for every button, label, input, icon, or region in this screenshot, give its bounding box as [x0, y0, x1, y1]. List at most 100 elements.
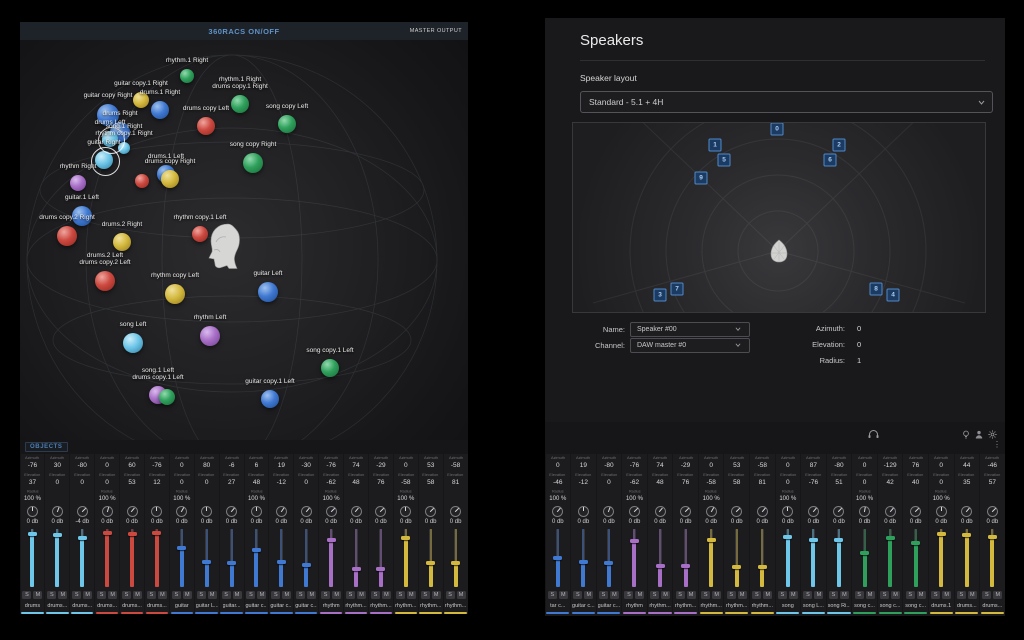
gain-knob[interactable]: [552, 505, 564, 517]
solo-button[interactable]: S: [246, 591, 256, 599]
speaker-marker[interactable]: 0: [770, 123, 784, 136]
gain-knob[interactable]: [300, 505, 312, 517]
audio-object-ball[interactable]: [97, 104, 119, 126]
fader-handle[interactable]: [860, 551, 870, 555]
mute-button[interactable]: M: [406, 591, 416, 599]
gain-knob[interactable]: [756, 505, 768, 517]
audio-object-ball[interactable]: [278, 115, 296, 133]
volume-fader[interactable]: [419, 527, 443, 589]
mute-button[interactable]: M: [737, 591, 747, 599]
gain-knob[interactable]: [176, 505, 188, 517]
solo-button[interactable]: S: [675, 591, 685, 599]
solo-button[interactable]: S: [72, 591, 82, 599]
mute-button[interactable]: M: [763, 591, 773, 599]
volume-fader[interactable]: [750, 527, 775, 589]
solo-button[interactable]: S: [445, 591, 455, 599]
solo-button[interactable]: S: [221, 591, 231, 599]
volume-fader[interactable]: [673, 527, 698, 589]
audio-object-ball[interactable]: [200, 326, 220, 346]
gain-knob[interactable]: [910, 505, 922, 517]
mute-button[interactable]: M: [558, 591, 568, 599]
volume-fader[interactable]: [724, 527, 749, 589]
audio-object-ball[interactable]: [70, 175, 86, 191]
audio-object-ball[interactable]: [165, 284, 185, 304]
volume-fader[interactable]: [70, 527, 94, 589]
solo-button[interactable]: S: [370, 591, 380, 599]
volume-fader[interactable]: [195, 527, 219, 589]
mute-button[interactable]: M: [108, 591, 118, 599]
gain-knob[interactable]: [705, 505, 717, 517]
mute-button[interactable]: M: [307, 591, 317, 599]
volume-fader[interactable]: [245, 527, 269, 589]
fader-handle[interactable]: [629, 539, 639, 543]
gain-knob[interactable]: [628, 505, 640, 517]
user-icon[interactable]: [975, 426, 983, 444]
settings-gear-icon[interactable]: [988, 426, 997, 444]
fader-handle[interactable]: [757, 565, 767, 569]
light-icon[interactable]: [962, 426, 970, 444]
volume-fader[interactable]: [220, 527, 244, 589]
audio-object-ball[interactable]: [57, 226, 77, 246]
volume-fader[interactable]: [980, 527, 1005, 589]
mute-button[interactable]: M: [967, 591, 977, 599]
mute-button[interactable]: M: [282, 591, 292, 599]
fader-handle[interactable]: [102, 531, 112, 535]
mute-button[interactable]: M: [584, 591, 594, 599]
volume-fader[interactable]: [622, 527, 647, 589]
fader-handle[interactable]: [276, 560, 286, 564]
gain-knob[interactable]: [731, 505, 743, 517]
volume-fader[interactable]: [546, 527, 571, 589]
gain-knob[interactable]: [126, 505, 138, 517]
audio-object-ball[interactable]: [113, 233, 131, 251]
fader-handle[interactable]: [834, 538, 844, 542]
fader-handle[interactable]: [553, 556, 563, 560]
mute-button[interactable]: M: [788, 591, 798, 599]
speaker-marker[interactable]: 9: [694, 171, 708, 185]
volume-fader[interactable]: [45, 527, 69, 589]
audio-object-ball[interactable]: [159, 389, 175, 405]
volume-fader[interactable]: [852, 527, 877, 589]
fader-handle[interactable]: [578, 560, 588, 564]
fader-handle[interactable]: [962, 533, 972, 537]
gain-knob[interactable]: [375, 505, 387, 517]
fader-handle[interactable]: [808, 538, 818, 542]
mute-button[interactable]: M: [83, 591, 93, 599]
gain-knob[interactable]: [226, 505, 238, 517]
fader-handle[interactable]: [911, 541, 921, 545]
speaker-marker[interactable]: 4: [886, 288, 900, 302]
master-output-button[interactable]: MASTER OUTPUT: [409, 28, 462, 34]
fader-handle[interactable]: [152, 531, 162, 535]
solo-button[interactable]: S: [395, 591, 405, 599]
gain-knob[interactable]: [680, 505, 692, 517]
solo-button[interactable]: S: [931, 591, 941, 599]
volume-fader[interactable]: [269, 527, 293, 589]
mute-button[interactable]: M: [232, 591, 242, 599]
headphones-icon[interactable]: [868, 426, 879, 444]
gain-knob[interactable]: [325, 505, 337, 517]
solo-button[interactable]: S: [803, 591, 813, 599]
fader-handle[interactable]: [27, 532, 37, 536]
solo-button[interactable]: S: [624, 591, 634, 599]
solo-button[interactable]: S: [97, 591, 107, 599]
volume-fader[interactable]: [571, 527, 596, 589]
solo-button[interactable]: S: [296, 591, 306, 599]
volume-fader[interactable]: [294, 527, 318, 589]
fader-handle[interactable]: [326, 538, 336, 542]
audio-object-ball[interactable]: [95, 271, 115, 291]
audio-object-ball[interactable]: [180, 69, 194, 83]
gain-knob[interactable]: [807, 505, 819, 517]
audio-object-ball[interactable]: [72, 206, 92, 226]
volume-fader[interactable]: [699, 527, 724, 589]
gain-knob[interactable]: [51, 505, 63, 517]
speaker-name-select[interactable]: Speaker #00: [630, 322, 750, 337]
mute-button[interactable]: M: [814, 591, 824, 599]
gain-knob[interactable]: [961, 505, 973, 517]
gain-knob[interactable]: [151, 505, 163, 517]
volume-fader[interactable]: [776, 527, 801, 589]
volume-fader[interactable]: [120, 527, 144, 589]
fader-handle[interactable]: [885, 536, 895, 540]
speaker-layout-select[interactable]: Standard - 5.1 + 4H: [580, 91, 993, 113]
mute-button[interactable]: M: [182, 591, 192, 599]
gain-knob[interactable]: [250, 505, 262, 517]
audio-object-ball[interactable]: [133, 92, 149, 108]
